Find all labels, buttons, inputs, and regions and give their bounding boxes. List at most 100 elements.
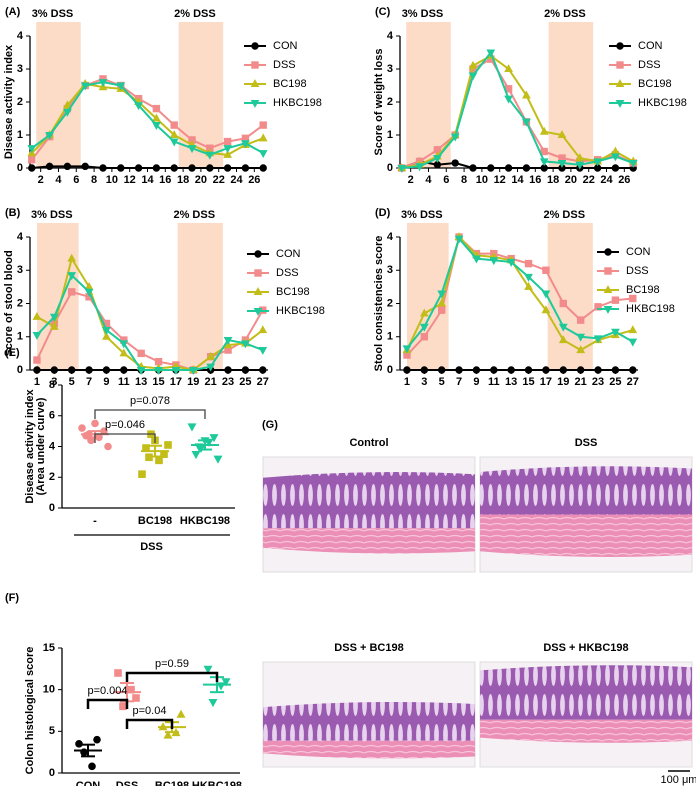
period-label: 2% DSS <box>174 8 216 20</box>
marker <box>49 321 59 330</box>
marker <box>67 272 77 281</box>
x-tick-label: HKBC198 <box>180 515 230 527</box>
x-tick-label: 8 <box>91 174 97 186</box>
x-tick-label: BC198 <box>138 515 172 527</box>
marker <box>213 455 223 464</box>
marker <box>259 366 267 374</box>
x-tick-label: 8 <box>461 174 467 186</box>
x-tick-label: 23 <box>592 376 604 388</box>
p-value: p=0.004 <box>87 685 127 697</box>
marker <box>152 164 161 172</box>
x-tick-label: 10 <box>476 174 488 186</box>
y-tick-label: 4 <box>387 231 394 243</box>
legend-label: CON <box>273 40 298 52</box>
y-tick-label: 8 <box>49 379 55 391</box>
x-tick-label: 25 <box>609 376 621 388</box>
marker <box>119 340 129 349</box>
x-tick-label: 22 <box>583 174 595 186</box>
marker <box>81 162 89 171</box>
marker <box>433 155 442 163</box>
marker <box>88 762 96 771</box>
x-tick-label: 7 <box>86 376 92 388</box>
marker <box>209 434 219 443</box>
x-tick-label: 17 <box>170 376 182 388</box>
dss-period <box>406 22 451 168</box>
marker <box>170 121 178 129</box>
x-tick-label: 12 <box>124 174 136 186</box>
period-label: 3% DSS <box>32 8 74 20</box>
error-bar <box>198 439 212 451</box>
marker <box>152 113 161 122</box>
marker <box>454 235 464 244</box>
marker <box>402 345 412 354</box>
marker <box>504 64 513 73</box>
marker <box>63 100 72 109</box>
x-tick-label: 1 <box>404 376 410 388</box>
x-tick-label: 27 <box>627 376 639 388</box>
marker <box>437 366 446 374</box>
error-bar <box>148 444 162 458</box>
marker <box>522 164 531 172</box>
muscle-layer <box>480 719 692 743</box>
micrograph-title: DSS <box>575 437 598 449</box>
y-tick-label: 0 <box>17 364 23 376</box>
legend-label: BC198 <box>273 78 307 90</box>
marker <box>611 366 620 374</box>
marker <box>258 325 268 334</box>
marker <box>169 130 179 139</box>
marker <box>176 709 186 718</box>
series-line <box>406 236 634 350</box>
x-tick-label: 5 <box>439 376 445 388</box>
x-tick-label: 11 <box>118 376 130 388</box>
marker <box>187 423 197 432</box>
marker <box>615 79 625 88</box>
y-axis-label: Score of stool blood <box>3 250 15 356</box>
x-tick-label: 3 <box>51 376 57 388</box>
x-tick-label: 15 <box>522 376 534 388</box>
marker <box>241 366 250 374</box>
marker <box>611 296 620 304</box>
marker <box>169 138 179 147</box>
marker <box>603 285 613 294</box>
x-tick-label: 26 <box>248 174 260 186</box>
period-label: 3% DSS <box>402 8 444 20</box>
marker <box>506 258 516 267</box>
marker <box>541 290 551 299</box>
marker <box>119 702 127 711</box>
marker <box>208 699 218 708</box>
marker <box>241 140 250 149</box>
x-tick-label: 2 <box>408 174 414 186</box>
marker <box>99 164 107 172</box>
panel-label: (B) <box>5 207 21 219</box>
marker <box>253 287 263 296</box>
x-tick-label: 25 <box>239 376 251 388</box>
marker <box>539 126 549 135</box>
x-tick-label: 1 <box>34 376 40 388</box>
marker <box>33 366 41 374</box>
panel-label: (E) <box>5 347 20 359</box>
marker <box>629 294 637 303</box>
marker <box>223 145 232 154</box>
x-tick-label: 9 <box>473 376 479 388</box>
x-tick-label: - <box>93 515 97 527</box>
marker <box>437 298 447 307</box>
marker <box>258 150 268 159</box>
y-tick-label: 1 <box>387 331 393 343</box>
marker <box>259 164 267 172</box>
legend-label: DSS <box>638 59 661 71</box>
marker <box>91 419 99 428</box>
marker <box>616 61 624 69</box>
comparison-bracket <box>125 718 174 729</box>
marker <box>522 90 531 99</box>
x-tick-label: 16 <box>159 174 171 186</box>
x-tick-label: 4 <box>425 174 432 186</box>
marker <box>119 348 129 357</box>
marker <box>50 366 59 374</box>
micrograph-title: DSS + BC198 <box>334 642 403 654</box>
panel-label: (G) <box>262 419 278 431</box>
marker <box>258 133 268 142</box>
x-tick-label: 13 <box>505 376 517 388</box>
marker <box>507 366 515 374</box>
marker <box>206 164 214 172</box>
